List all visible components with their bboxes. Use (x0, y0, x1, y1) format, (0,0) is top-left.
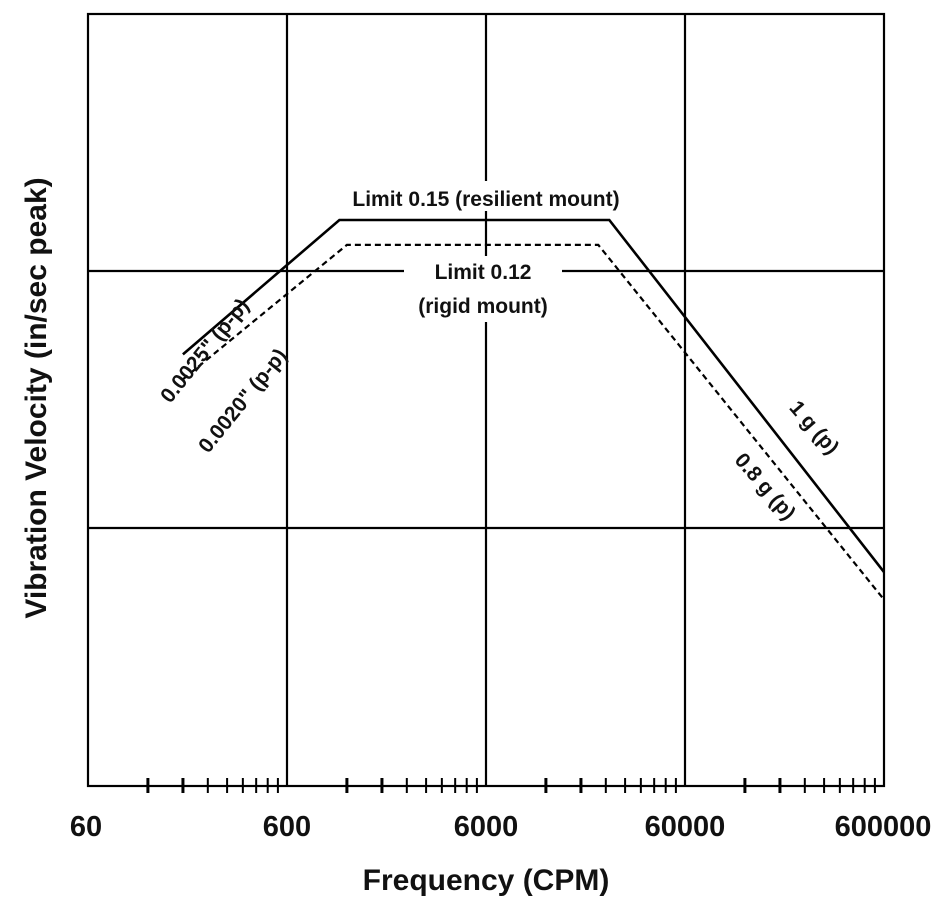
x-minor-ticks (146, 778, 876, 793)
label-background-resilient (310, 181, 662, 211)
x-tick-label-600000: 600000 (835, 811, 932, 843)
series-line-rigid-mount (182, 243, 885, 601)
x-tick-labels: 60 600 6000 60000 600000 (70, 811, 932, 843)
x-tick-label-600: 600 (263, 811, 311, 843)
x-gridlines (285, 14, 687, 786)
x-axis-title: Frequency (CPM) (363, 864, 610, 897)
x-tick-label-60: 60 (70, 811, 102, 843)
acceleration-resilient-label: 1 g (p) (785, 396, 844, 459)
curves (182, 218, 886, 601)
y-axis-title: Vibration Velocity (in/sec peak) (20, 177, 53, 618)
limit-rigid-label-line1: Limit 0.12 (435, 261, 532, 284)
acceleration-rigid-label: 0.8 g (p) (730, 449, 800, 525)
limit-resilient-label: Limit 0.15 (resilient mount) (352, 188, 619, 211)
label-background-rigid (404, 256, 562, 322)
series-line-resilient-mount (182, 218, 886, 573)
limit-rigid-label-line2: (rigid mount) (418, 295, 547, 318)
x-tick-label-60000: 60000 (645, 811, 726, 843)
x-tick-label-6000: 6000 (454, 811, 519, 843)
